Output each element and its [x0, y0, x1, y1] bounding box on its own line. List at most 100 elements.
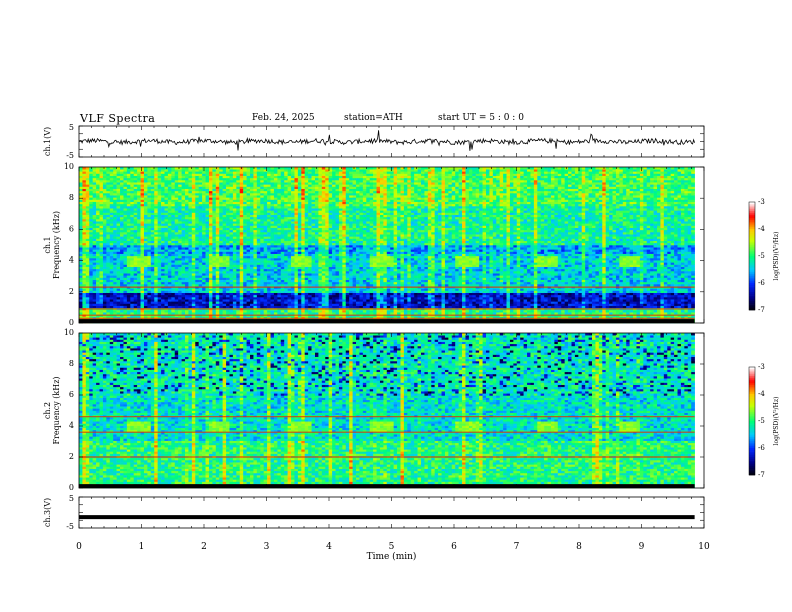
ch1-spec-cell [223, 282, 227, 284]
ch1-spec-cell [226, 236, 230, 238]
ch1-spec-cell [281, 295, 285, 297]
ch1-spec-cell [264, 273, 268, 275]
ch1-spec-cell [127, 210, 131, 212]
ch1-spec-cell [175, 230, 179, 232]
ch1-spec-cell [82, 306, 86, 308]
ch1-spec-cell [212, 297, 216, 299]
ch1-spec-cell [134, 293, 138, 295]
ch1-spec-cell [229, 256, 233, 258]
ch1-spec-cell [250, 295, 254, 297]
ch1-spec-cell [106, 282, 110, 284]
ch1-spec-cell [185, 215, 189, 217]
ch1-spec-cell [209, 230, 213, 232]
ch1-spec-cell [120, 174, 124, 176]
ch1-spec-cell [165, 260, 169, 262]
ch1-spec-cell [274, 215, 278, 217]
ch1-spec-cell [216, 180, 220, 182]
ch1-spec-cell [89, 245, 93, 247]
ch1-spec-cell [233, 184, 237, 186]
ch1-spec-cell [253, 191, 257, 193]
ch1-spec-cell [82, 271, 86, 273]
ch1-spec-cell [158, 275, 162, 277]
ch1-spec-cell [113, 234, 117, 236]
ch1-spec-cell [158, 236, 162, 238]
ch1-spec-cell [233, 293, 237, 295]
ch1-spec-cell [223, 171, 227, 173]
ch1-spec-cell [236, 213, 240, 215]
ch1-spec-cell [141, 210, 145, 212]
ch1-spec-cell [202, 234, 206, 236]
ch1-spec-cell [253, 230, 257, 232]
ch1-spec-cell [141, 191, 145, 193]
ch1-spec-cell [199, 176, 203, 178]
ch1-spec-cell [79, 215, 83, 217]
ch1-spec-cell [301, 291, 305, 293]
ch1-spec-cell [277, 278, 281, 280]
ch1-spec-cell [209, 204, 213, 206]
ch1-spec-cell [281, 284, 285, 286]
ch1-spec-cell [199, 239, 203, 241]
ch1-spec-cell [288, 236, 292, 238]
ch1-spec-cell [141, 306, 145, 308]
ch1-spec-cell [219, 180, 223, 182]
ch1-spec-cell [79, 171, 83, 173]
ch1-spec-cell [212, 236, 216, 238]
ch1-spec-cell [103, 193, 107, 195]
ch1-spec-cell [288, 312, 292, 314]
ch1-spec-cell [264, 245, 268, 247]
ch1-spec-cell [79, 288, 83, 290]
ch1-spec-cell [209, 310, 213, 312]
ch1-spec-cell [195, 208, 199, 210]
ch1-spec-cell [175, 280, 179, 282]
ch1-spec-cell [206, 271, 210, 273]
ch1-spec-cell [134, 245, 138, 247]
ch1-spec-cell [206, 223, 210, 225]
ch1-spec-cell [120, 226, 124, 228]
ch1-spec-cell [134, 213, 138, 215]
ch1-spec-cell [281, 258, 285, 260]
ch1-spec-cell [233, 213, 237, 215]
ch1-spec-cell [212, 267, 216, 269]
ch1-spec-cell [308, 239, 312, 241]
ch1-spec-cell [154, 226, 158, 228]
ch1-spec-cell [171, 269, 175, 271]
ch1-spec-cell [219, 197, 223, 199]
ch1-spec-cell [240, 267, 244, 269]
ch1-spec-cell [250, 252, 254, 254]
ch1-spec-cell [202, 223, 206, 225]
ch1-spec-cell [82, 226, 86, 228]
ch1-spec-cell [137, 228, 141, 230]
ch1-spec-cell [192, 252, 196, 254]
ch1-spec-cell [123, 200, 127, 202]
ch1-spec-cell [86, 204, 90, 206]
ch1-spec-cell [253, 293, 257, 295]
ch1-spec-cell [158, 269, 162, 271]
ch1-spec-cell [236, 293, 240, 295]
ch1-spec-cell [161, 174, 165, 176]
ch1-spec-cell [188, 208, 192, 210]
ch1-spec-cell [93, 232, 97, 234]
ch1-spec-cell [182, 254, 186, 256]
ch1-spec-cell [267, 184, 271, 186]
ch1-spec-cell [229, 295, 233, 297]
ch1-spec-cell [151, 282, 155, 284]
ch1-spec-cell [284, 275, 288, 277]
ch1-spec-cell [257, 195, 261, 197]
ch1-spec-cell [141, 249, 145, 251]
ch1-spec-cell [123, 247, 127, 249]
ch1-spec-cell [250, 293, 254, 295]
ch1-spec-cell [284, 260, 288, 262]
ch1-spec-cell [113, 223, 117, 225]
ch1-spec-cell [212, 189, 216, 191]
ch1-spec-cell [257, 232, 261, 234]
ch1-spec-cell [233, 273, 237, 275]
ch1-spec-cell [195, 249, 199, 251]
ch1-spec-cell [202, 273, 206, 275]
ch1-spec-cell [250, 291, 254, 293]
ch1-spec-cell [178, 210, 182, 212]
ch1-spec-cell [175, 273, 179, 275]
ch1-spec-cell [236, 228, 240, 230]
ch1-spec-cell [267, 228, 271, 230]
ch1-spec-cell [294, 180, 298, 182]
ch1-spec-cell [117, 265, 121, 267]
